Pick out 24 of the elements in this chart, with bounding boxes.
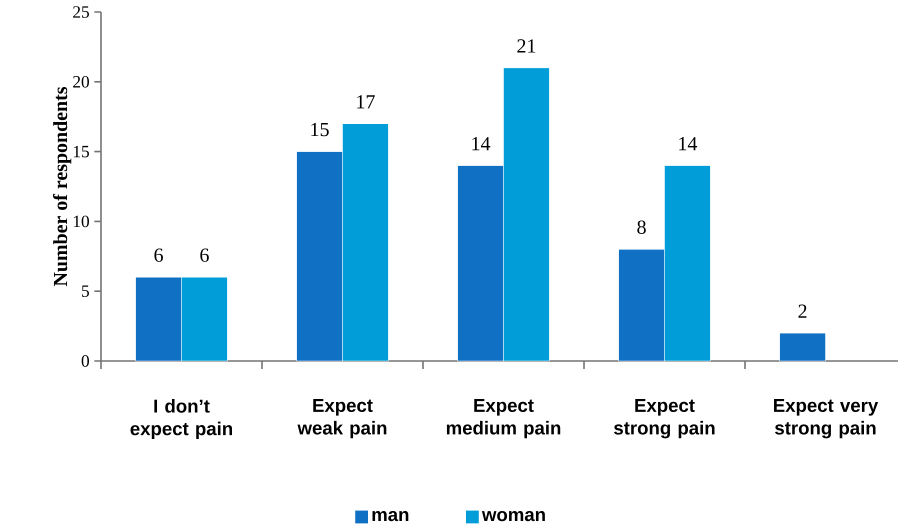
- y-tick-label: 25: [73, 6, 89, 18]
- data-label: 21: [517, 39, 536, 52]
- y-tick-label: 5: [82, 285, 89, 297]
- y-tick-label: 20: [73, 76, 89, 88]
- legend-label: man: [372, 511, 408, 522]
- data-label: 17: [357, 95, 375, 108]
- x-tick-label: Expect weak pain: [297, 399, 386, 438]
- x-tick-label: I don’t expect pain: [130, 399, 232, 439]
- data-label: 14: [679, 137, 698, 150]
- x-tick-label: Expect strong pain: [614, 399, 714, 438]
- x-tick-label: Expect very strong pain: [774, 399, 878, 438]
- data-label: 8: [637, 220, 646, 234]
- data-label: 15: [311, 122, 329, 136]
- data-label: 6: [154, 248, 163, 262]
- y-tick-label: 0: [82, 355, 89, 367]
- data-label: 14: [472, 137, 490, 150]
- data-label: 6: [200, 248, 209, 262]
- x-tick-label: Expect medium pain: [446, 399, 560, 438]
- bar: [779, 332, 826, 362]
- legend-label: woman: [482, 511, 545, 522]
- y-tick-label: 15: [74, 146, 89, 158]
- y-tick-label: 10: [74, 216, 89, 228]
- y-axis-title: Number of respondents: [52, 86, 72, 286]
- data-label: 2: [798, 304, 806, 318]
